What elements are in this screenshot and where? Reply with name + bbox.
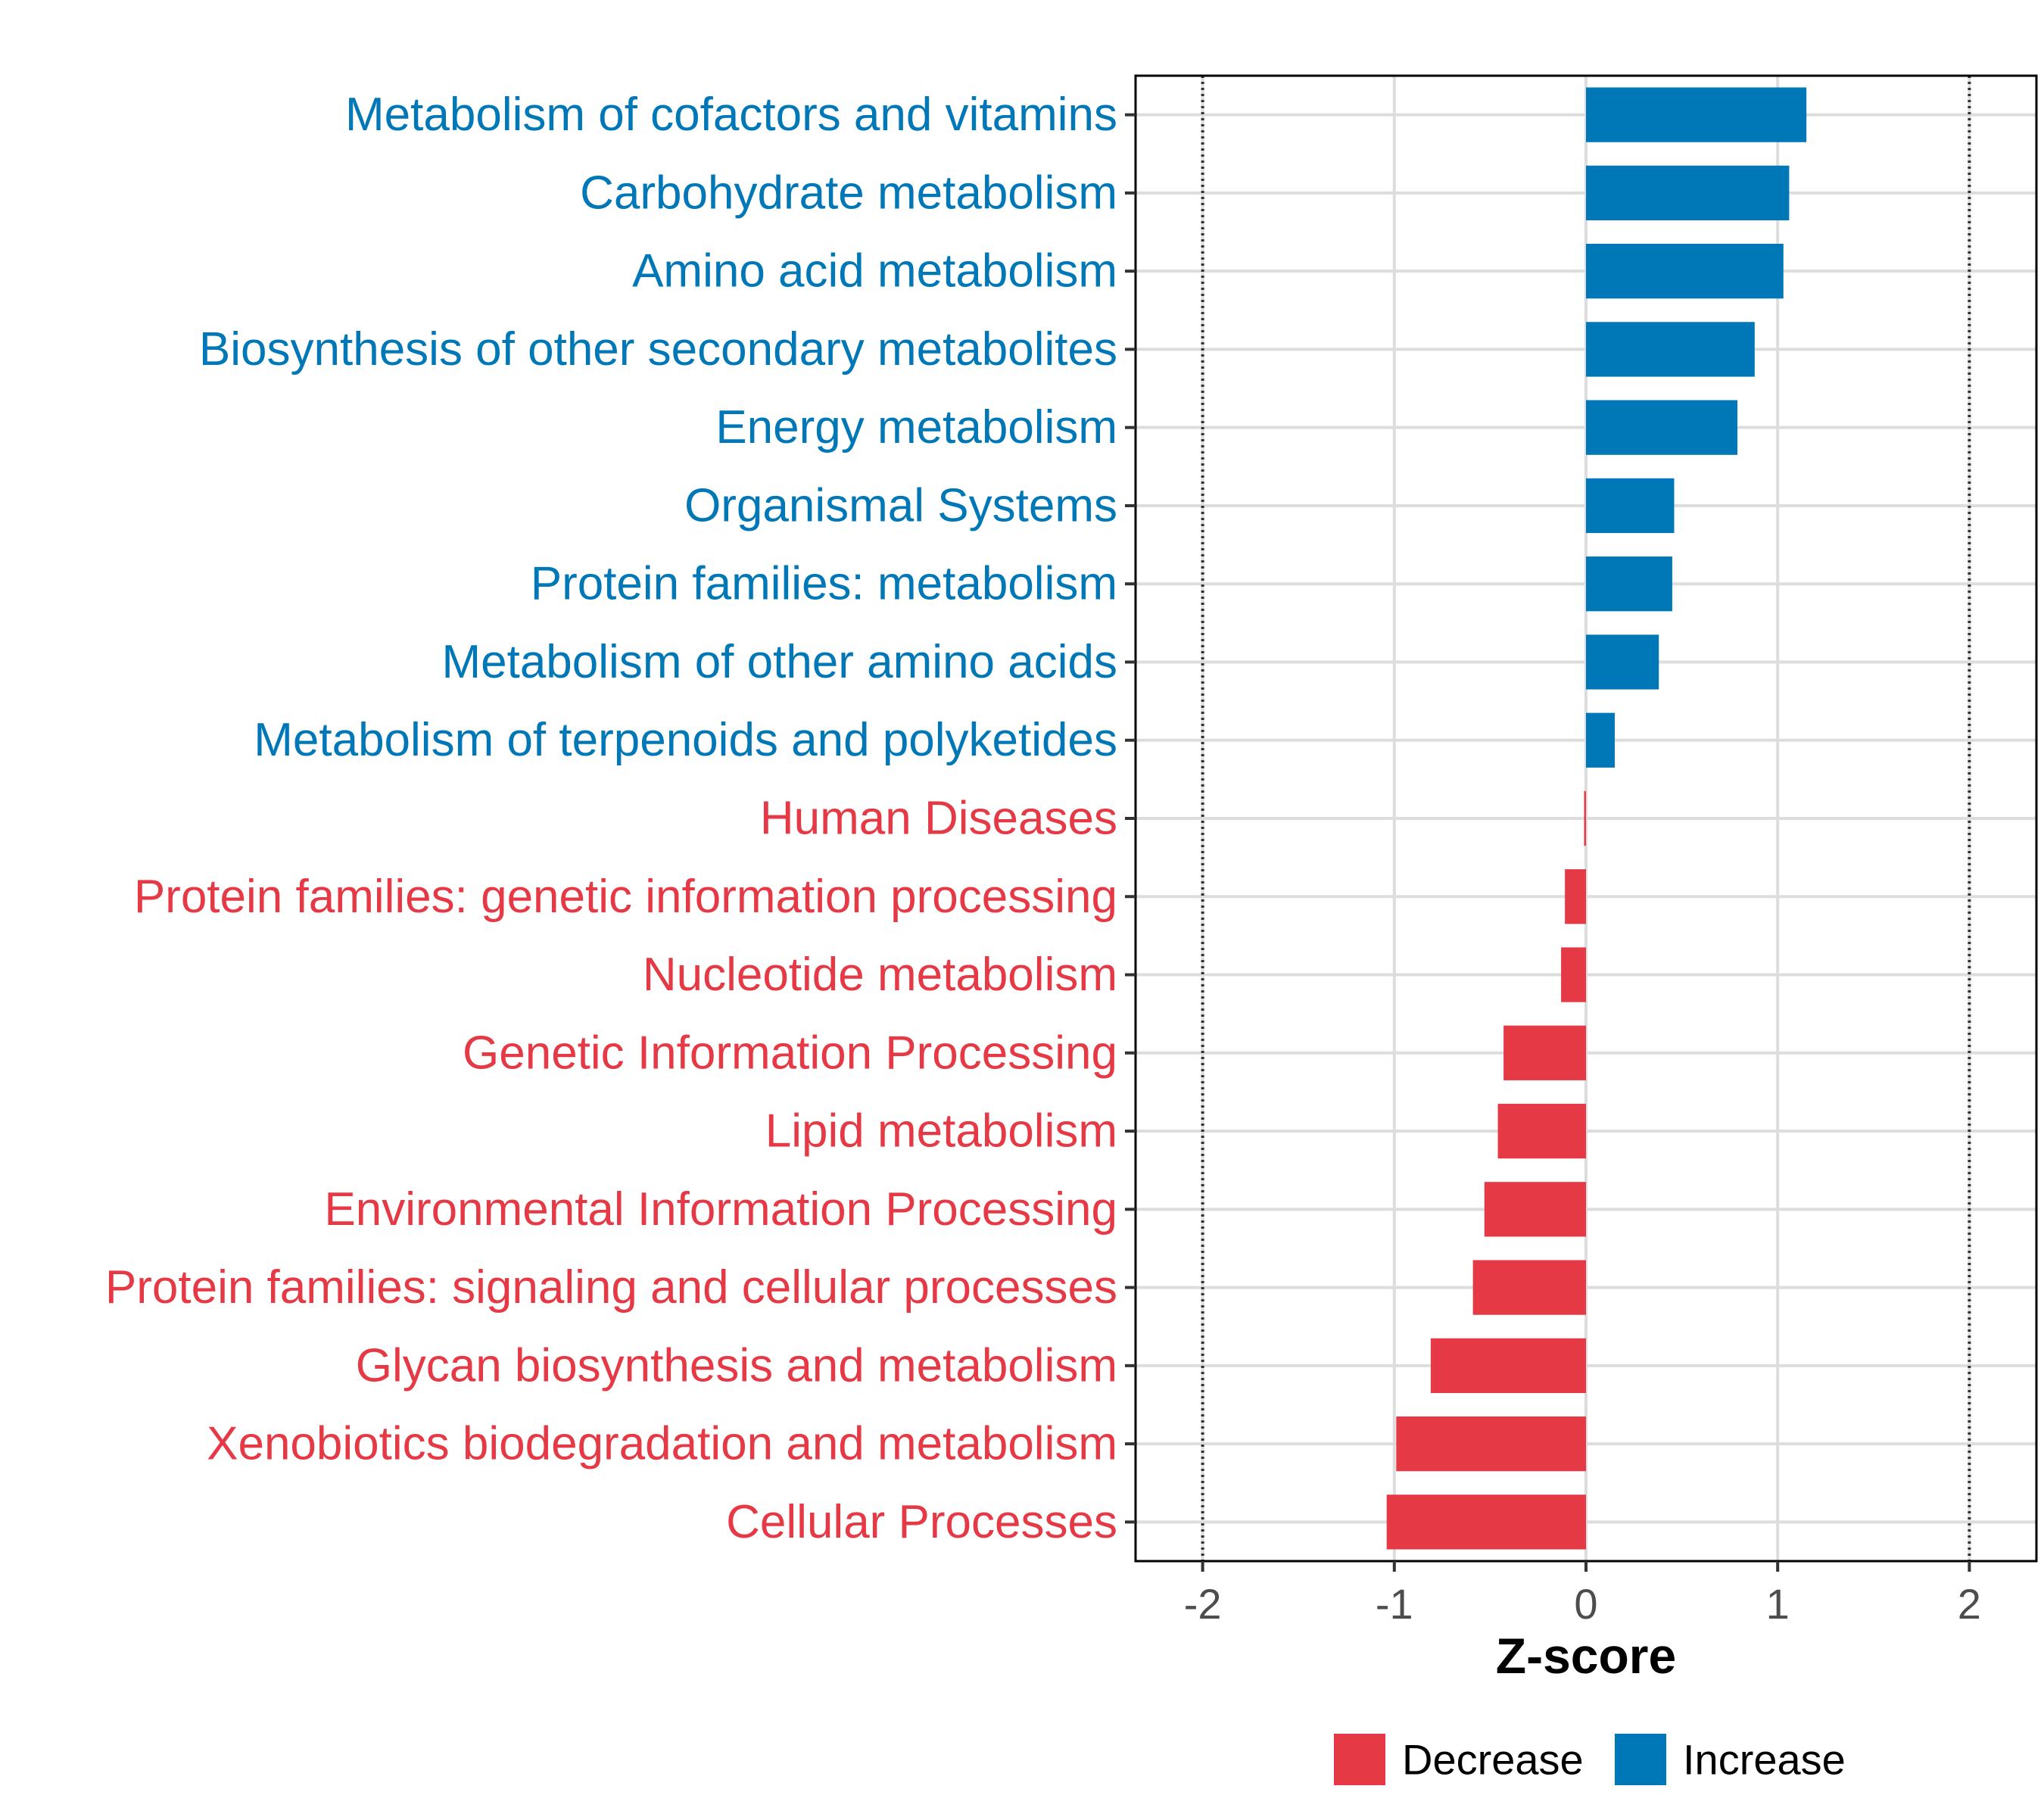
bar <box>1586 322 1755 377</box>
legend-label-increase: Increase <box>1683 1736 1846 1784</box>
category-label: Protein families: signaling and cellular… <box>105 1261 1117 1314</box>
category-label: Biosynthesis of other secondary metaboli… <box>199 323 1117 376</box>
bar <box>1584 790 1586 846</box>
bar <box>1586 478 1675 534</box>
bar <box>1484 1182 1586 1237</box>
category-label: Amino acid metabolism <box>632 245 1117 298</box>
legend-swatch-decrease <box>1334 1734 1385 1785</box>
x-tick-label: -1 <box>1376 1580 1413 1628</box>
bar <box>1586 87 1807 142</box>
legend-label-decrease: Decrease <box>1402 1736 1584 1784</box>
category-label: Environmental Information Processing <box>324 1183 1117 1236</box>
category-label: Metabolism of cofactors and vitamins <box>345 89 1117 141</box>
legend: Decrease Increase <box>1334 1734 1846 1785</box>
category-label: Carbohydrate metabolism <box>580 167 1117 219</box>
y-axis: Metabolism of cofactors and vitamins Carb… <box>105 89 1136 1548</box>
bar <box>1503 1025 1586 1080</box>
bar <box>1430 1338 1586 1393</box>
bar <box>1396 1416 1586 1472</box>
category-label: Human Diseases <box>760 793 1117 845</box>
bar <box>1586 244 1784 299</box>
legend-swatch-increase <box>1615 1734 1666 1785</box>
bar <box>1472 1260 1586 1315</box>
bar <box>1586 165 1790 221</box>
category-label: Metabolism of other amino acids <box>441 636 1117 688</box>
category-label: Protein families: metabolism <box>531 558 1117 610</box>
category-label: Nucleotide metabolism <box>643 949 1117 1001</box>
x-tick-label: -2 <box>1184 1580 1222 1628</box>
category-label: Energy metabolism <box>715 401 1117 453</box>
category-label: Genetic Information Processing <box>463 1027 1117 1079</box>
bar <box>1565 869 1586 924</box>
x-tick-label: 2 <box>1958 1580 1981 1628</box>
bar <box>1386 1494 1586 1550</box>
category-label: Xenobiotics biodegradation and metabolis… <box>207 1418 1117 1470</box>
bar <box>1586 634 1659 690</box>
bar <box>1561 947 1586 1002</box>
category-label: Metabolism of terpenoids and polyketides <box>254 714 1117 766</box>
x-tick-label: 0 <box>1574 1580 1597 1628</box>
bars <box>1386 87 1807 1550</box>
x-axis-title: Z-score <box>1496 1628 1676 1684</box>
category-label: Protein families: genetic information pr… <box>134 871 1117 923</box>
bar <box>1586 400 1738 455</box>
x-tick-label: 1 <box>1766 1580 1790 1628</box>
bar <box>1586 556 1672 612</box>
x-axis: -2 -1 0 1 2 <box>1184 1561 1981 1628</box>
category-label: Glycan biosynthesis and metabolism <box>356 1339 1117 1392</box>
category-label: Organismal Systems <box>684 479 1117 531</box>
category-label: Lipid metabolism <box>765 1105 1117 1158</box>
category-label: Cellular Processes <box>726 1496 1117 1548</box>
bar <box>1586 712 1615 768</box>
bar <box>1497 1103 1586 1159</box>
